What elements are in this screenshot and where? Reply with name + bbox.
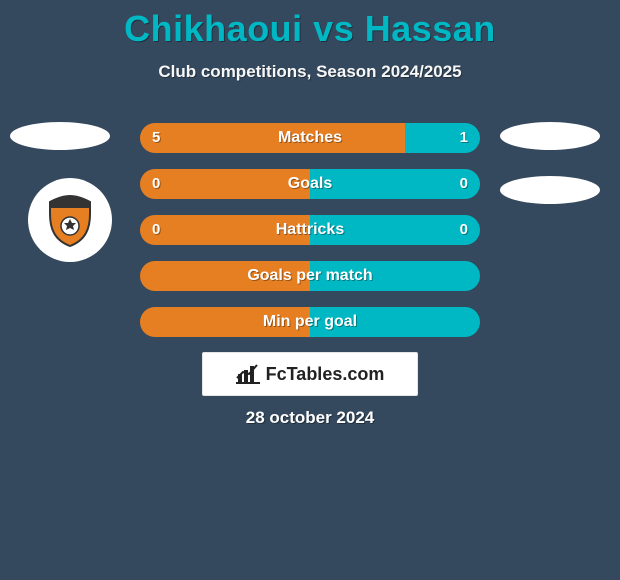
stat-bar: Hattricks0 0 [140, 215, 480, 245]
stat-bar: Goals0 0 [140, 169, 480, 199]
player-left-club-badge [28, 178, 112, 262]
stat-bar: Min per goal [140, 307, 480, 337]
snapshot-date: 28 october 2024 [0, 408, 620, 428]
stat-bar-label: Min per goal [140, 307, 480, 337]
stat-bar: Goals per match [140, 261, 480, 291]
stat-bar-label: Goals [140, 169, 480, 199]
player-right-club-placeholder [500, 176, 600, 204]
stat-bar-value-left: 5 [152, 123, 160, 153]
comparison-bars: Matches51Goals00Hattricks00Goals per mat… [140, 123, 480, 353]
club-shield-icon [40, 190, 100, 250]
player-left-avatar-placeholder [10, 122, 110, 150]
stat-bar-label: Matches [140, 123, 480, 153]
stat-bar-value-right: 0 [460, 169, 468, 199]
chart-icon [236, 364, 260, 384]
stat-bar-label: Goals per match [140, 261, 480, 291]
stat-bar-value-right: 1 [460, 123, 468, 153]
stat-bar: Matches5 1 [140, 123, 480, 153]
player-right-avatar-placeholder [500, 122, 600, 150]
stat-bar-value-left: 0 [152, 215, 160, 245]
brand-text: FcTables.com [266, 364, 385, 385]
stat-bar-label: Hattricks [140, 215, 480, 245]
brand-logo[interactable]: FcTables.com [202, 352, 418, 396]
stat-bar-value-right: 0 [460, 215, 468, 245]
page-title: Chikhaoui vs Hassan [0, 0, 620, 50]
subtitle: Club competitions, Season 2024/2025 [0, 62, 620, 82]
stat-bar-value-left: 0 [152, 169, 160, 199]
